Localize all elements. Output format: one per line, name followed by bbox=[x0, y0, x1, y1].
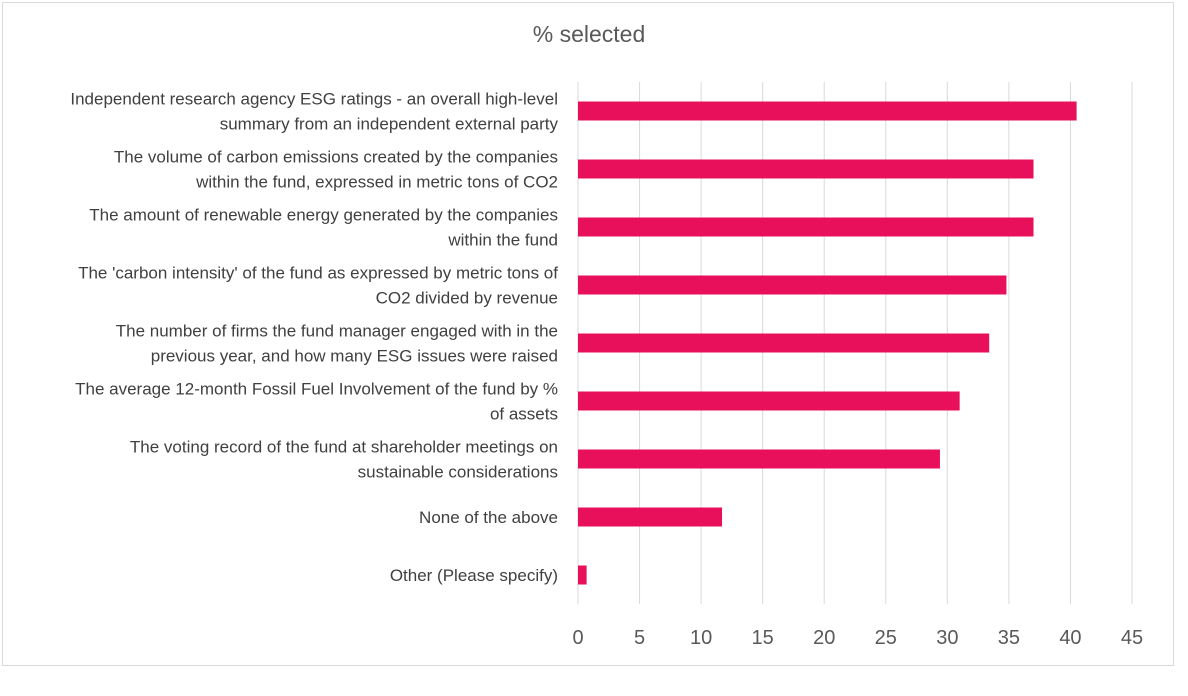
category-label: CO2 divided by revenue bbox=[376, 289, 558, 308]
category-label: summary from an independent external par… bbox=[220, 115, 559, 134]
category-label: The amount of renewable energy generated… bbox=[89, 206, 558, 225]
bar bbox=[578, 507, 723, 527]
bar bbox=[578, 217, 1034, 237]
x-tick-label: 25 bbox=[875, 627, 897, 649]
bar bbox=[578, 275, 1007, 295]
category-label: The volume of carbon emissions created b… bbox=[114, 148, 558, 167]
category-label: The 'carbon intensity' of the fund as ex… bbox=[78, 264, 558, 283]
x-tick-label: 15 bbox=[752, 627, 774, 649]
x-tick-labels: 0 5 10 15 20 25 30 35 40 45 bbox=[572, 627, 1143, 649]
x-tick-label: 0 bbox=[572, 627, 583, 649]
x-tick-label: 30 bbox=[936, 627, 958, 649]
bars bbox=[578, 101, 1077, 585]
bar bbox=[578, 101, 1077, 121]
category-label: of assets bbox=[490, 405, 558, 424]
bar bbox=[578, 565, 587, 585]
category-label: The number of firms the fund manager eng… bbox=[116, 322, 558, 341]
category-label: Other (Please specify) bbox=[390, 566, 558, 585]
category-label: previous year, and how many ESG issues w… bbox=[151, 347, 558, 366]
category-label: The voting record of the fund at shareho… bbox=[130, 438, 558, 457]
bar bbox=[578, 333, 990, 353]
x-tick-label: 20 bbox=[813, 627, 835, 649]
chart-title: % selected bbox=[532, 21, 646, 47]
category-label: The average 12-month Fossil Fuel Involve… bbox=[75, 380, 558, 399]
category-label: Independent research agency ESG ratings … bbox=[70, 90, 558, 109]
category-label: within the fund, expressed in metric ton… bbox=[195, 173, 558, 192]
category-label: within the fund bbox=[447, 231, 558, 250]
bar bbox=[578, 391, 960, 411]
x-tick-label: 45 bbox=[1121, 627, 1143, 649]
category-label: sustainable considerations bbox=[358, 463, 558, 482]
category-labels: Independent research agency ESG ratings … bbox=[70, 90, 558, 586]
category-label: None of the above bbox=[419, 508, 558, 527]
x-tick-label: 35 bbox=[998, 627, 1020, 649]
bar bbox=[578, 159, 1034, 179]
x-tick-label: 5 bbox=[634, 627, 645, 649]
x-tick-label: 10 bbox=[690, 627, 712, 649]
x-tick-label: 40 bbox=[1059, 627, 1081, 649]
bar bbox=[578, 449, 940, 469]
